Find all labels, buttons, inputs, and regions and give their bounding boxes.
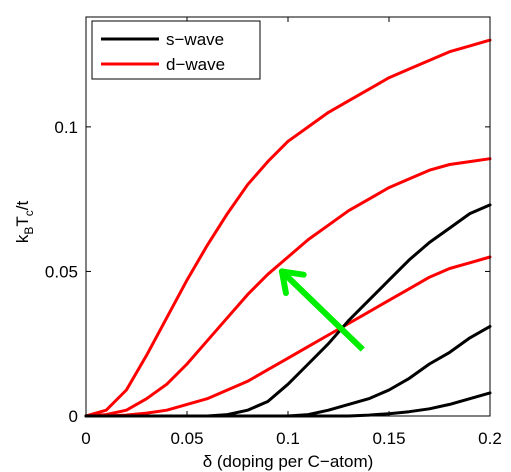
series-line-1 [84, 38, 492, 418]
legend-label-s-wave: s−wave [166, 30, 224, 49]
x-axis-label: δ (doping per C−atom) [203, 452, 374, 471]
legend-box [91, 20, 261, 80]
y-axis-label: kBTc/t [13, 201, 36, 244]
svg-text:kBTc/t: kBTc/t [13, 201, 36, 244]
legend-label-d-wave: d−wave [166, 55, 225, 74]
y-label-subscript-c: c [22, 210, 36, 216]
y-label-k: k [13, 234, 32, 243]
series-line-3 [84, 255, 492, 418]
plot-marks [84, 38, 492, 418]
y-tick-label: 0.1 [54, 118, 78, 137]
y-tick-label: 0 [69, 407, 78, 426]
x-tick-label: 0.15 [372, 429, 405, 448]
legend: s−wave d−wave [91, 20, 261, 80]
series-line-4 [84, 203, 492, 418]
series-line-2 [84, 157, 492, 418]
x-tick-label: 0.1 [276, 429, 300, 448]
x-tick-label: 0.2 [478, 429, 502, 448]
axis-ticks: 0 0.05 0.1 0.15 0.2 0 0.05 0.1 [45, 17, 502, 448]
y-label-t: T [13, 216, 32, 226]
x-tick-label: 0.05 [170, 429, 203, 448]
series-line-5 [84, 324, 492, 418]
y-label-tail: /t [13, 201, 32, 211]
x-tick-label: 0 [81, 429, 90, 448]
arrow-annotation-1 [278, 268, 365, 352]
y-label-subscript-b: B [22, 227, 36, 235]
y-tick-label: 0.05 [45, 262, 78, 281]
